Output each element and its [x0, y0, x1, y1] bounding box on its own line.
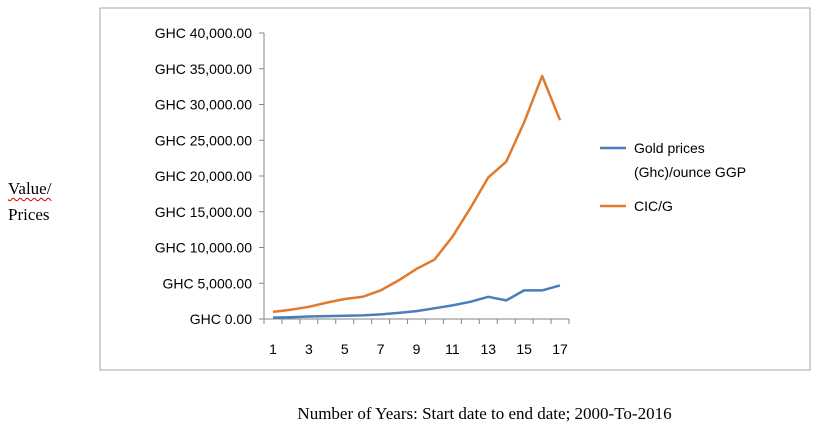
y-axis-label: Value/ Prices: [8, 176, 88, 228]
x-tick-label: 17: [552, 341, 568, 357]
y-axis-label-line1: Value/: [8, 179, 52, 198]
y-tick-label: GHC 25,000.00: [155, 132, 252, 148]
legend-label-gold-prices-line1: Gold prices: [634, 140, 705, 156]
x-tick-label: 15: [516, 341, 532, 357]
x-tick-label: 3: [305, 341, 313, 357]
y-tick-label: GHC 10,000.00: [155, 240, 252, 256]
series-line-2: [272, 74, 562, 314]
legend-label-cic-g: CIC/G: [634, 198, 673, 214]
x-axis-label: Number of Years: Start date to end date;…: [297, 404, 672, 423]
x-tick-label: 13: [480, 341, 496, 357]
legend-label-gold-prices-line2: (Ghc)/ounce GGP: [634, 164, 746, 180]
y-tick-label: GHC 5,000.00: [163, 275, 253, 291]
x-tick-label: 9: [413, 341, 421, 357]
x-tick-label: 7: [377, 341, 385, 357]
x-tick-label: 1: [269, 341, 277, 357]
y-axis-label-line2: Prices: [8, 205, 50, 224]
y-tick-label: GHC 30,000.00: [155, 97, 252, 113]
y-tick-label: GHC 15,000.00: [155, 204, 252, 220]
x-tick-label: 5: [341, 341, 349, 357]
chart-border: [99, 7, 811, 371]
y-tick-label: GHC 0.00: [190, 311, 252, 327]
x-tick-label: 11: [445, 341, 460, 357]
series-line-1: [272, 284, 561, 319]
y-tick-label: GHC 20,000.00: [155, 168, 252, 184]
y-tick-label: GHC 35,000.00: [155, 61, 252, 77]
y-tick-label: GHC 40,000.00: [155, 25, 252, 41]
